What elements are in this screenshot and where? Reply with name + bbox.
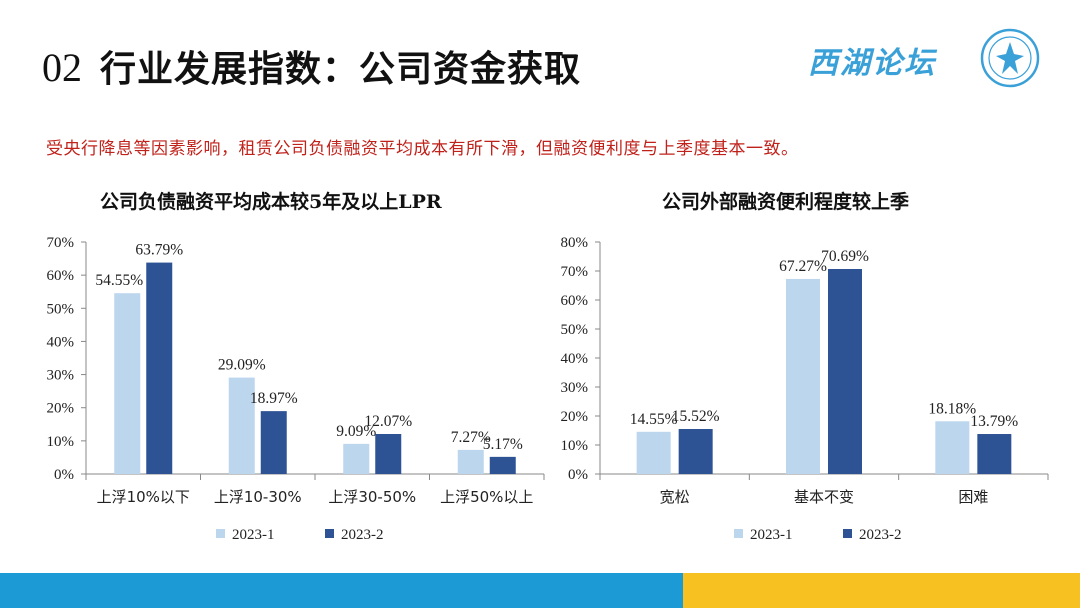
bar — [935, 421, 970, 474]
y-tick-label: 0% — [54, 467, 74, 483]
data-label: 63.79% — [135, 242, 183, 259]
forum-seal-logo-icon — [980, 28, 1040, 88]
bar — [260, 411, 287, 474]
x-category-label: 上浮30-50% — [328, 488, 416, 506]
brand-name: 西湖论坛 — [808, 46, 936, 81]
data-label: 13.79% — [970, 413, 1018, 430]
chart-financing-cost: 0% 10% 20% 30% 40% 50% 60% 70% 上浮10%以下 54.55% 63.7… — [47, 235, 545, 543]
chart-financing-ease: 0% 10% 20% 30% 40% 50% 60% 70% 80% 宽松 14.55%15.52%… — [561, 235, 1049, 543]
y-tick-label: 60% — [47, 268, 75, 284]
y-tick-label: 50% — [47, 301, 75, 317]
bar — [375, 433, 402, 474]
bar — [114, 293, 141, 474]
legend-swatch — [216, 529, 225, 538]
y-tick-label: 70% — [561, 264, 589, 280]
bar — [343, 443, 370, 474]
data-label: 18.97% — [250, 390, 298, 407]
bar — [228, 377, 255, 474]
y-tick-label: 10% — [47, 434, 75, 450]
x-category-label: 宽松 — [660, 488, 690, 506]
legend-label: 2023-2 — [341, 527, 384, 543]
data-label: 54.55% — [95, 272, 143, 289]
data-label: 67.27% — [779, 258, 827, 275]
legend-swatch — [734, 529, 743, 538]
y-tick-label: 60% — [561, 293, 589, 309]
bar — [786, 278, 820, 474]
bar — [828, 268, 862, 474]
data-label: 5.17% — [483, 436, 523, 453]
footer-blue-bar — [0, 573, 683, 608]
section-title: 行业发展指数：公司资金获取 — [100, 49, 582, 90]
data-label: 7.27% — [451, 429, 491, 446]
bar — [636, 431, 671, 474]
bar — [457, 449, 484, 474]
bar — [146, 262, 173, 474]
y-tick-label: 10% — [561, 438, 589, 454]
y-tick-label: 20% — [561, 409, 589, 425]
data-label: 18.18% — [928, 400, 976, 417]
data-label: 12.07% — [364, 413, 412, 430]
bar — [977, 434, 1012, 474]
data-label: 70.69% — [821, 248, 869, 265]
x-category-label: 基本不变 — [794, 488, 854, 506]
y-tick-label: 30% — [561, 380, 589, 396]
data-label: 29.09% — [218, 357, 266, 374]
x-category-label: 困难 — [958, 488, 988, 506]
footer-yellow-bar — [683, 573, 1080, 608]
y-tick-label: 40% — [561, 351, 589, 367]
x-category-label: 上浮10%以下 — [97, 488, 190, 506]
y-tick-label: 40% — [47, 334, 75, 350]
x-category-label: 上浮50%以上 — [440, 488, 533, 506]
chart-1-title: 公司负债融资平均成本较5年及以上LPR — [100, 191, 442, 213]
legend-label: 2023-1 — [750, 527, 793, 543]
y-tick-label: 50% — [561, 322, 589, 338]
legend-label: 2023-1 — [232, 527, 275, 543]
bar — [489, 456, 516, 474]
y-tick-label: 30% — [47, 368, 75, 384]
data-label: 9.09% — [336, 423, 376, 440]
summary-text: 受央行降息等因素影响，租赁公司负债融资平均成本有所下滑，但融资便利度与上季度基本… — [46, 139, 799, 159]
chart-2-title: 公司外部融资便利程度较上季 — [662, 191, 910, 213]
legend-label: 2023-2 — [859, 527, 902, 543]
x-category-label: 上浮10-30% — [214, 488, 302, 506]
y-tick-label: 70% — [47, 235, 75, 251]
section-number: 02 — [42, 45, 82, 90]
data-label: 14.55% — [630, 411, 678, 428]
legend-swatch — [843, 529, 852, 538]
page-title: 02 行业发展指数：公司资金获取 — [42, 40, 581, 92]
legend-swatch — [325, 529, 334, 538]
y-tick-label: 80% — [561, 235, 589, 251]
bar — [678, 428, 713, 474]
y-tick-label: 20% — [47, 401, 75, 417]
data-label: 15.52% — [672, 408, 720, 425]
y-tick-label: 0% — [568, 467, 588, 483]
